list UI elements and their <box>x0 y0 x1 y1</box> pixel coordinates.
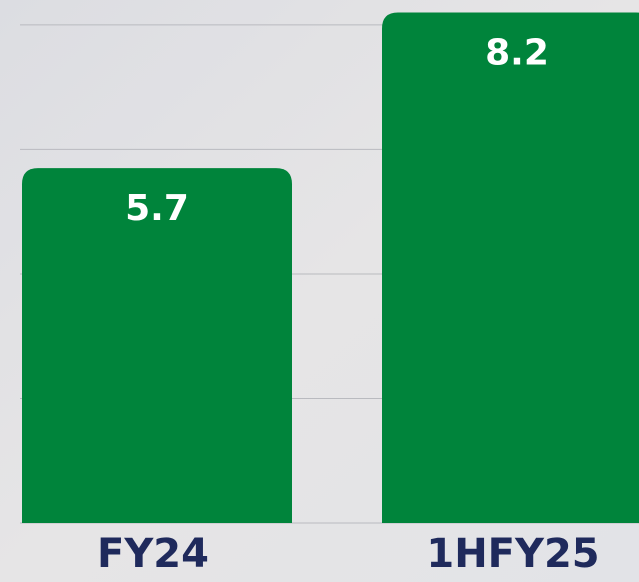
value-label: 8.2 <box>485 32 549 73</box>
x-tick-label: 1HFY25 <box>426 531 599 577</box>
bar <box>382 12 639 523</box>
bar <box>22 168 292 523</box>
x-tick-label: FY24 <box>97 531 209 577</box>
value-label: 5.7 <box>125 188 189 229</box>
